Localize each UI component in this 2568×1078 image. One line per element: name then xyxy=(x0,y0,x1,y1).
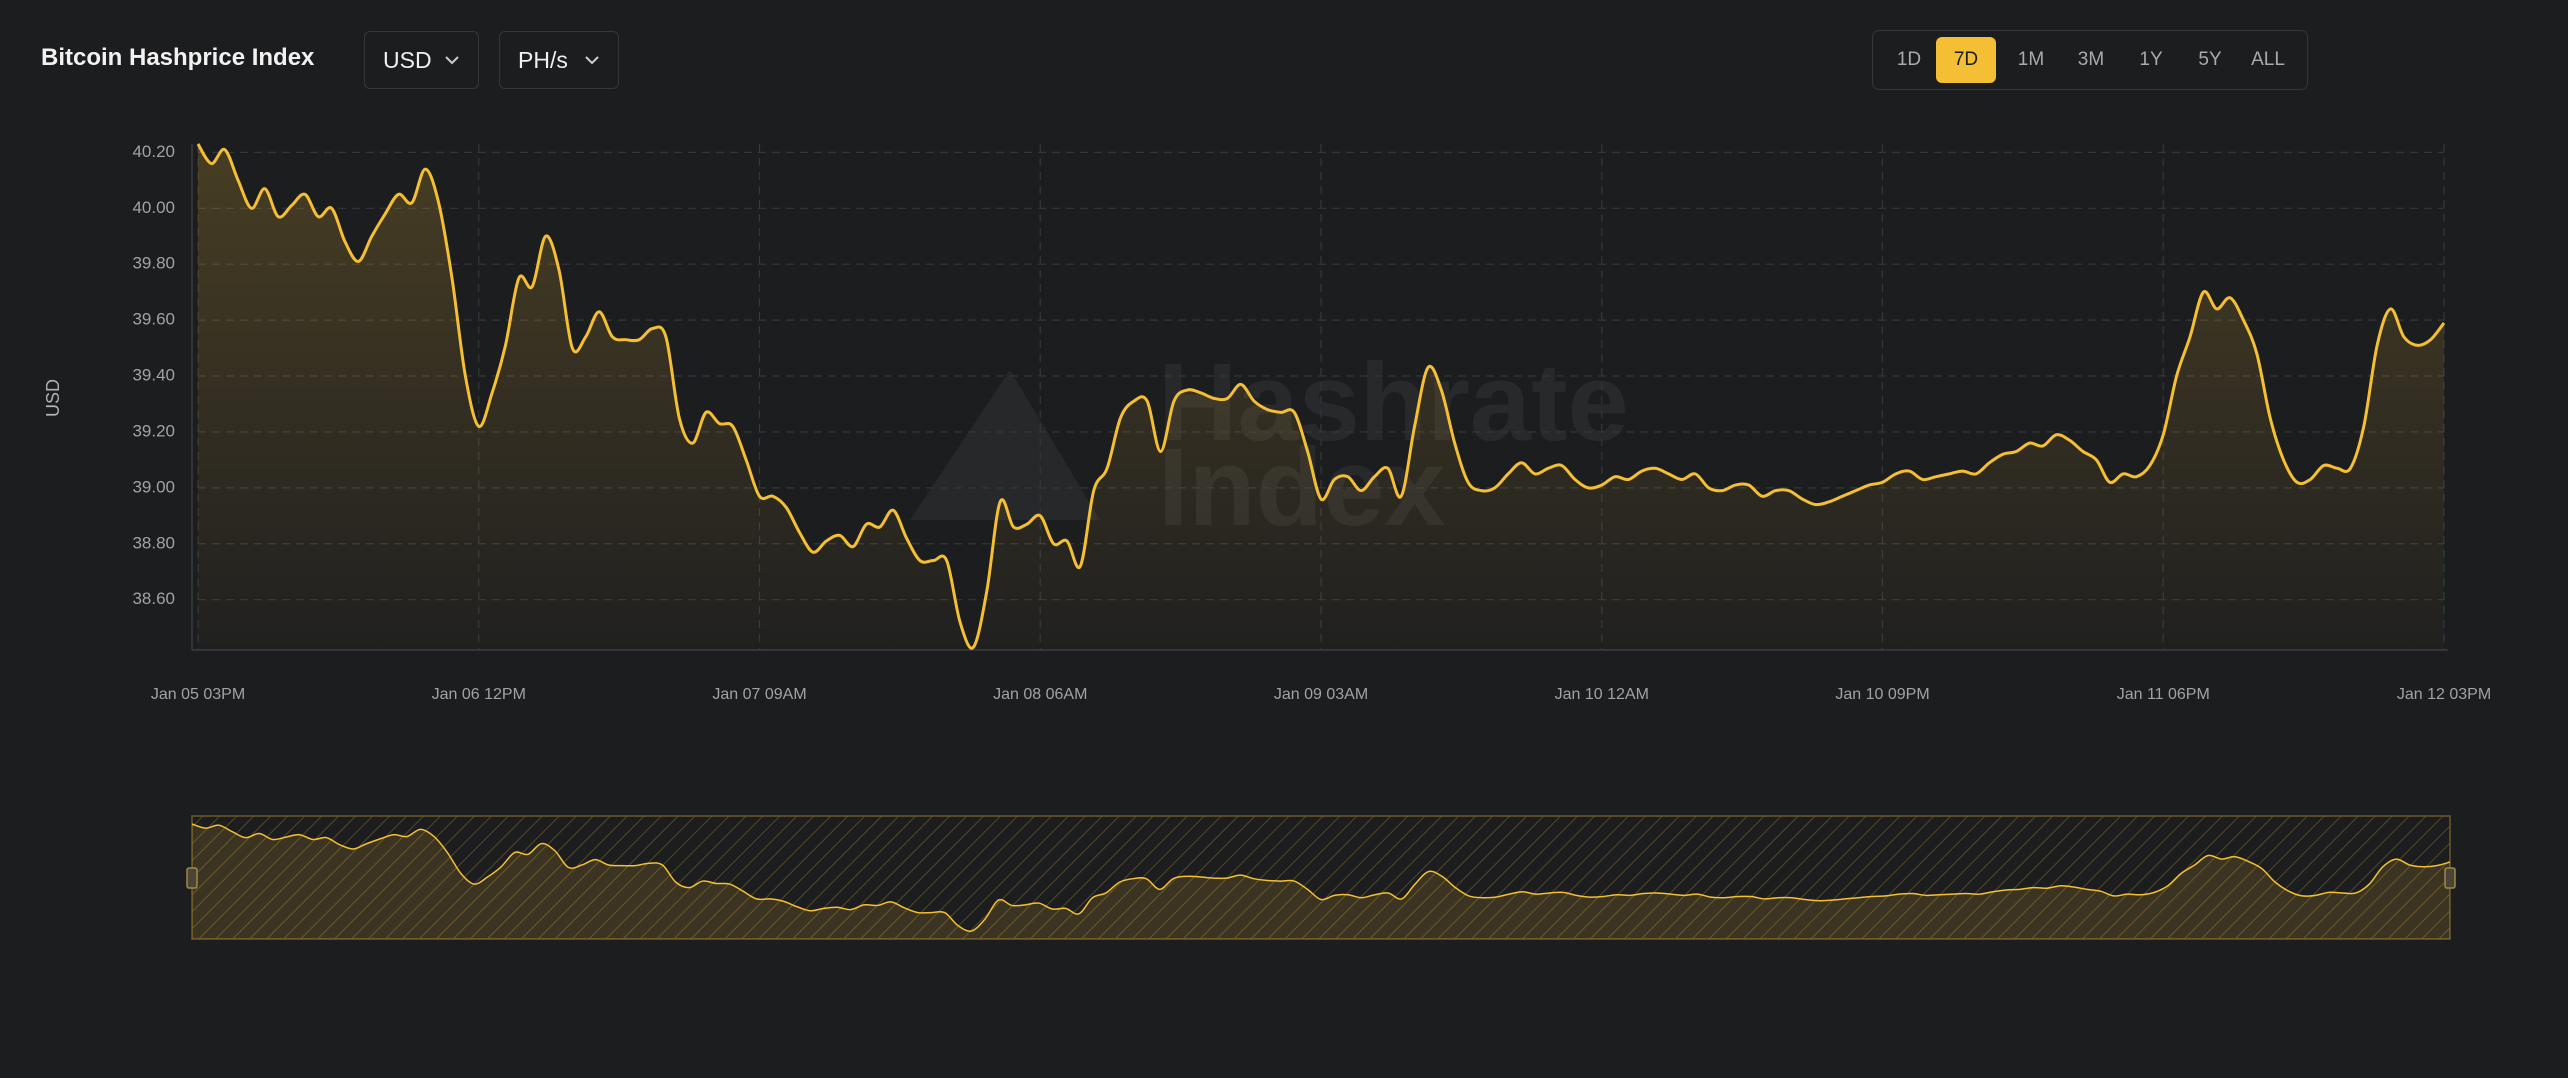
range-selector: 1D 7D 1M 3M 1Y 5Y ALL xyxy=(1872,30,2308,90)
range-button[interactable]: 7D xyxy=(1936,37,1996,83)
page-title: Bitcoin Hashprice Index xyxy=(41,44,315,71)
unit-dropdown[interactable]: PH/s xyxy=(499,31,619,89)
chevron xyxy=(585,56,599,65)
x-tick-label: Jan 06 12PM xyxy=(432,686,526,703)
watermark-logo xyxy=(910,370,1100,520)
y-tick-label: 38.60 xyxy=(132,589,175,608)
y-tick-label: 39.20 xyxy=(132,421,175,440)
x-tick-label: Jan 08 06AM xyxy=(993,686,1087,703)
range-button[interactable]: 1Y xyxy=(2139,49,2163,70)
navigator-area xyxy=(192,824,2450,939)
x-tick-label: Jan 12 03PM xyxy=(2397,686,2491,703)
range-button[interactable]: 5Y xyxy=(2198,49,2222,70)
navigator-line xyxy=(191,823,2451,932)
range-button[interactable]: 1M xyxy=(2017,49,2045,70)
currency-value: USD xyxy=(383,46,432,73)
y-axis-label: USD xyxy=(43,379,63,417)
x-tick-label: Jan 10 12AM xyxy=(1555,686,1649,703)
y-tick-label: 40.00 xyxy=(132,198,175,217)
navigator-handle[interactable] xyxy=(186,867,198,889)
navigator-window xyxy=(191,815,2451,940)
unit-value: PH/s xyxy=(518,46,568,73)
y-tick-label: 39.00 xyxy=(132,477,175,496)
x-tick-label: Jan 11 06PM xyxy=(2117,686,2210,703)
line xyxy=(196,143,2446,650)
y-tick-label: 39.40 xyxy=(132,366,175,385)
y-tick-label: 39.60 xyxy=(132,310,175,329)
x-tick-label: Jan 05 03PM xyxy=(151,686,245,703)
y-tick-label: 39.80 xyxy=(132,254,175,273)
range-button[interactable]: 3M xyxy=(2077,49,2105,70)
range-button[interactable]: 1D xyxy=(1896,49,1922,70)
area xyxy=(198,144,2444,650)
navigator-handle[interactable] xyxy=(2444,867,2456,889)
range-button[interactable]: ALL xyxy=(2251,49,2285,70)
y-tick-label: 38.80 xyxy=(132,533,175,552)
currency-dropdown[interactable]: USD xyxy=(364,31,479,89)
x-tick-label: Jan 09 03AM xyxy=(1274,686,1368,703)
x-tick-label: Jan 07 09AM xyxy=(712,686,806,703)
x-tick-label: Jan 10 09PM xyxy=(1835,686,1929,703)
y-tick-label: 40.20 xyxy=(132,142,175,161)
chevron xyxy=(445,56,459,65)
